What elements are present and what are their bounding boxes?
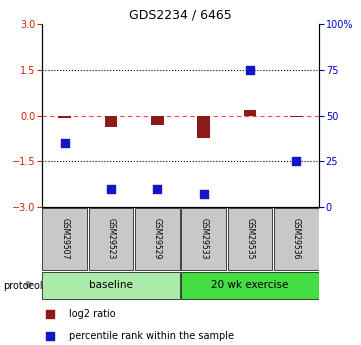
Text: GSM29523: GSM29523: [106, 218, 116, 259]
Point: [108, 186, 114, 191]
Text: GSM29535: GSM29535: [245, 218, 255, 260]
Bar: [290, 116, 303, 117]
Point: [253, 235, 259, 240]
Bar: [151, 116, 164, 125]
Bar: [197, 116, 210, 138]
Bar: [89, 208, 133, 270]
Bar: [43, 208, 87, 270]
Text: GSM29533: GSM29533: [199, 218, 208, 260]
Text: 20 wk exercise: 20 wk exercise: [211, 280, 289, 290]
Text: percentile rank within the sample: percentile rank within the sample: [69, 331, 234, 341]
Bar: [182, 208, 226, 270]
Bar: [228, 208, 272, 270]
Bar: [43, 272, 179, 299]
Point: [62, 140, 68, 146]
Bar: [244, 110, 256, 116]
Bar: [58, 116, 71, 118]
Point: [155, 186, 160, 191]
Text: log2 ratio: log2 ratio: [69, 309, 116, 319]
Bar: [135, 208, 179, 270]
Text: GDS2234 / 6465: GDS2234 / 6465: [129, 9, 232, 22]
Point: [293, 159, 299, 164]
Bar: [274, 208, 318, 270]
Point: [247, 67, 253, 72]
Text: protocol: protocol: [4, 281, 43, 290]
Point: [253, 38, 259, 44]
Text: GSM29507: GSM29507: [60, 218, 69, 260]
Text: GSM29529: GSM29529: [153, 218, 162, 259]
Bar: [105, 116, 117, 127]
Text: GSM29536: GSM29536: [292, 218, 301, 260]
Point: [201, 191, 206, 197]
Text: baseline: baseline: [89, 280, 133, 290]
Bar: [182, 272, 318, 299]
